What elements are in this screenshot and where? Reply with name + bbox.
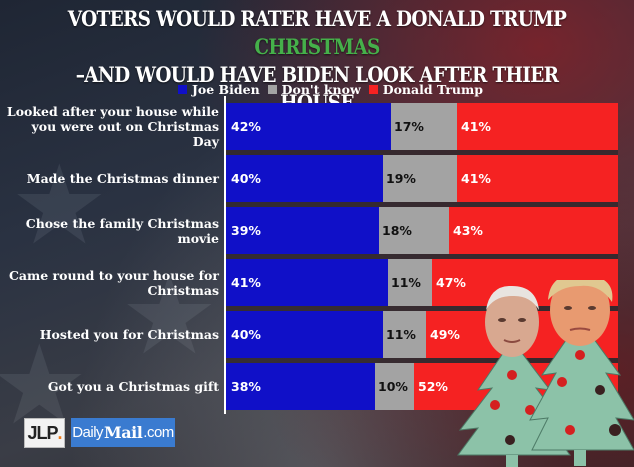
bar-segment-don-t-know: 10% <box>375 363 414 410</box>
logos: JLP. Daily Mail .com <box>24 418 175 448</box>
data-label: 40% <box>231 327 261 342</box>
bar-segment-joe-biden: 38% <box>226 363 375 410</box>
title-line1: VOTERS WOULD RATER HAVE A DONALD TRUMP <box>67 7 567 32</box>
category-label: Came round to your house for Christmas <box>8 267 219 298</box>
legend-item: Donald Trump <box>368 82 483 97</box>
data-label: 17% <box>394 119 424 134</box>
row-separator <box>226 358 618 363</box>
data-label: 49% <box>430 327 460 342</box>
data-label: 41% <box>461 171 491 186</box>
legend-label: Joe Biden <box>192 82 260 97</box>
data-label: 40% <box>231 171 261 186</box>
legend: Joe Biden Don't know Donald Trump <box>178 82 485 97</box>
legend-label: Donald Trump <box>382 82 483 97</box>
legend-swatch <box>368 85 378 94</box>
category-label: Chose the family Christmas movie <box>25 215 219 246</box>
legend-swatch <box>267 85 277 94</box>
jlp-logo: JLP. <box>24 418 65 448</box>
category-label: Hosted you for Christmas <box>39 327 219 342</box>
row-separator <box>226 306 618 311</box>
bar-segment-don-t-know: 17% <box>391 103 457 150</box>
data-label: 10% <box>378 379 408 394</box>
row-separator <box>226 202 618 207</box>
bar-segment-joe-biden: 41% <box>226 259 388 306</box>
bar-segment-joe-biden: 40% <box>226 155 383 202</box>
bar-segment-donald-trump: 41% <box>457 103 618 150</box>
data-label: 39% <box>231 223 261 238</box>
dailymail-logo-com: .com <box>143 424 174 441</box>
category-label: Made the Christmas dinner <box>26 171 219 186</box>
dailymail-logo: Daily Mail .com <box>71 418 175 447</box>
data-label: 42% <box>231 119 261 134</box>
axis-line <box>224 96 226 414</box>
bar-segment-joe-biden: 39% <box>226 207 379 254</box>
data-label: 11% <box>391 275 421 290</box>
title-highlight: CHRISTMAS <box>254 35 380 60</box>
data-label: 43% <box>453 223 483 238</box>
data-label: 19% <box>386 171 416 186</box>
row-separator <box>226 150 618 155</box>
data-label: 47% <box>436 275 466 290</box>
bar-segment-don-t-know: 11% <box>388 259 432 306</box>
donald-trump-face-icon <box>548 280 613 346</box>
dailymail-logo-mail: Mail <box>104 423 143 442</box>
category-label: Got you a Christmas gift <box>47 379 219 394</box>
data-label: 38% <box>231 379 261 394</box>
category-label: Looked after your house while you were o… <box>6 104 219 149</box>
data-label: 52% <box>418 379 448 394</box>
jlp-logo-text: JLP <box>27 422 58 443</box>
bar-segment-don-t-know: 19% <box>383 155 457 202</box>
bar-segment-donald-trump: 43% <box>449 207 618 254</box>
joe-biden-face-icon <box>485 285 539 357</box>
legend-item: Don't know <box>267 82 361 97</box>
christmas-tree-icon <box>457 339 571 467</box>
bar-segment-donald-trump: 41% <box>457 155 618 202</box>
decoration-illustration <box>457 280 634 467</box>
data-label: 41% <box>461 119 491 134</box>
data-label: 18% <box>382 223 412 238</box>
dailymail-logo-daily: Daily <box>72 424 104 441</box>
chart-title: VOTERS WOULD RATER HAVE A DONALD TRUMP C… <box>44 6 589 118</box>
data-label: 11% <box>386 327 416 342</box>
bar-segment-don-t-know: 11% <box>383 311 426 358</box>
bar-segment-joe-biden: 40% <box>226 311 383 358</box>
bar-segment-don-t-know: 18% <box>379 207 449 254</box>
row-separator <box>226 254 618 259</box>
legend-swatch <box>178 85 187 94</box>
jlp-logo-dot: . <box>57 422 63 443</box>
legend-label: Don't know <box>281 82 361 97</box>
christmas-tree-icon <box>529 319 634 466</box>
bar-segment-joe-biden: 42% <box>226 103 391 150</box>
legend-item: Joe Biden <box>178 82 260 97</box>
data-label: 41% <box>231 275 261 290</box>
